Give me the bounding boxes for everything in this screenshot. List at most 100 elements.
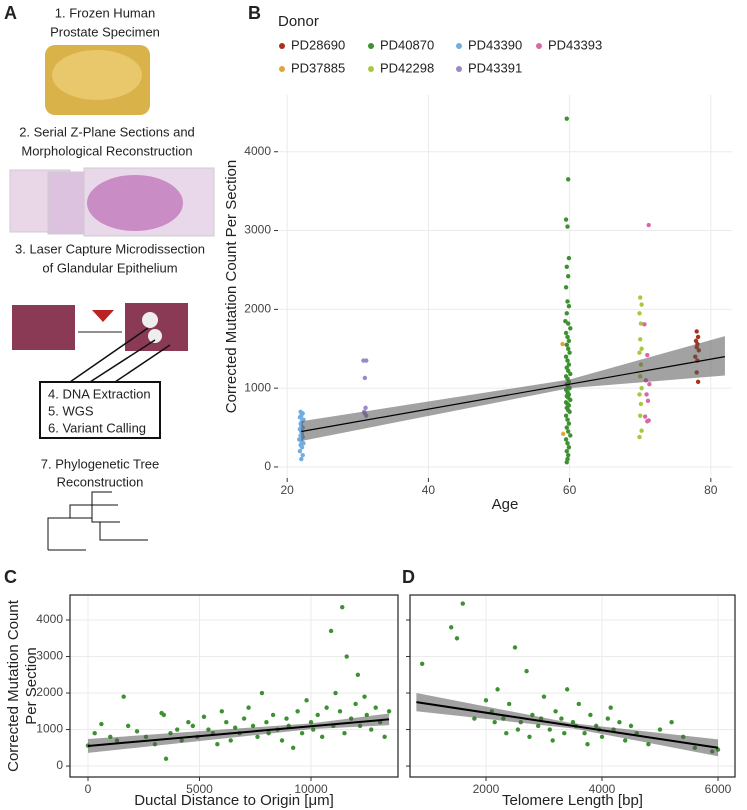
step-text: 7. Phylogenetic Tree: [41, 456, 160, 471]
y-axis-label: Corrected Mutation Count Per Section: [223, 160, 240, 413]
y-tick-label: 2000: [244, 302, 271, 316]
point: [638, 413, 643, 418]
point: [565, 452, 571, 458]
point: [642, 414, 648, 419]
x-tick-label: 60: [563, 483, 577, 497]
legend-label: PD28690: [291, 37, 345, 52]
x-tick-label: 0: [85, 782, 92, 796]
point: [460, 601, 465, 606]
point: [645, 419, 650, 424]
point: [565, 299, 570, 304]
point: [568, 326, 573, 331]
point: [190, 723, 196, 729]
point: [163, 756, 169, 761]
point: [369, 727, 374, 732]
point: [362, 694, 367, 699]
point: [565, 274, 571, 279]
y-tick-label: 1000: [36, 722, 63, 736]
point: [565, 321, 571, 326]
point: [565, 177, 571, 182]
confidence-band: [301, 336, 725, 441]
point: [565, 334, 570, 340]
point: [644, 392, 649, 397]
x-tick-label: 2000: [473, 782, 500, 796]
point: [550, 738, 555, 743]
y-tick-label: 0: [264, 459, 271, 473]
point: [560, 341, 565, 347]
point: [296, 437, 302, 442]
panel-label: B: [248, 3, 261, 23]
point: [565, 358, 570, 363]
legend-label: PD40870: [380, 37, 434, 52]
point: [186, 720, 191, 725]
point: [565, 417, 570, 422]
legend-label: PD43393: [548, 37, 602, 52]
point: [566, 421, 572, 426]
process-box: [39, 381, 161, 439]
specimen-detail: [52, 50, 142, 100]
step-text: of Glandular Epithelium: [42, 260, 177, 275]
point: [541, 694, 547, 699]
point: [645, 398, 651, 403]
step-text: 2. Serial Z-Plane Sections and: [19, 124, 195, 139]
point: [628, 723, 634, 729]
x-tick-label: 4000: [589, 782, 616, 796]
legend-label: PD42298: [380, 60, 434, 75]
point: [695, 334, 701, 340]
point: [344, 654, 349, 659]
y-tick-label: 3000: [244, 223, 271, 237]
point: [567, 409, 572, 415]
point: [259, 690, 265, 696]
point: [506, 701, 512, 707]
point: [134, 729, 140, 734]
step-text: Reconstruction: [57, 474, 144, 489]
y-axis-label: Corrected Mutation Count: [5, 599, 22, 772]
point: [319, 734, 325, 740]
point: [454, 636, 460, 641]
legend-swatch: [279, 43, 285, 49]
legend-label: PD37885: [291, 60, 345, 75]
point: [99, 721, 104, 727]
point: [386, 709, 392, 714]
section-tissue: [87, 175, 183, 231]
point: [562, 730, 567, 736]
point: [564, 342, 569, 348]
point: [284, 716, 289, 721]
y-tick-label: 3000: [36, 649, 63, 663]
point: [563, 354, 569, 359]
point: [298, 409, 303, 415]
point: [279, 738, 285, 743]
legend-swatch: [456, 66, 462, 72]
point: [567, 350, 572, 355]
point: [527, 734, 532, 740]
point: [585, 741, 590, 747]
x-tick-label: 5000: [186, 782, 213, 796]
point: [637, 350, 642, 355]
point: [694, 329, 699, 334]
fit-line: [301, 356, 726, 433]
point: [121, 694, 126, 699]
point: [564, 264, 569, 269]
y-tick-label: 4000: [244, 144, 271, 158]
point: [564, 460, 569, 465]
point: [639, 346, 644, 351]
point: [299, 456, 304, 462]
point: [599, 734, 605, 740]
point: [547, 727, 552, 732]
point: [639, 385, 644, 391]
plot-frame: [409, 594, 736, 778]
point: [617, 720, 622, 725]
point: [483, 698, 489, 703]
point: [295, 709, 300, 714]
point: [315, 712, 320, 718]
point: [328, 628, 334, 634]
point: [566, 255, 572, 261]
point: [382, 734, 387, 740]
point: [201, 714, 207, 719]
fit-line: [416, 701, 719, 749]
point: [638, 337, 643, 342]
step-text: 5. WGS: [48, 403, 94, 418]
point: [228, 738, 233, 743]
y-tick-label: 1000: [244, 380, 271, 394]
